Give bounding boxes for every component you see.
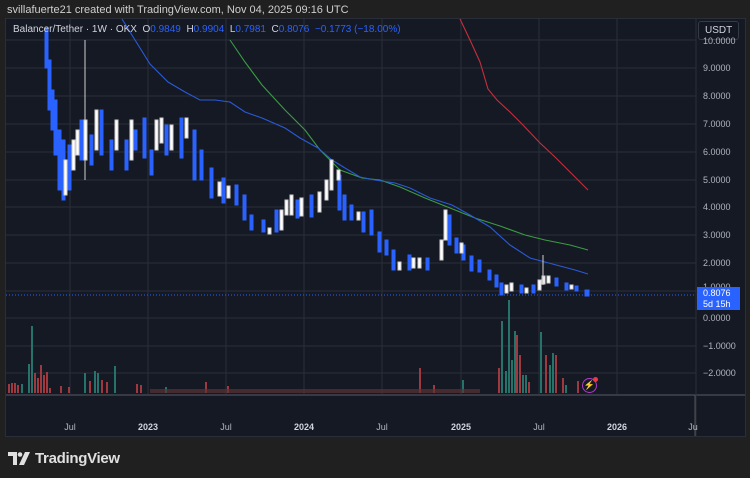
tv-logo-icon: [8, 452, 30, 465]
last-price-tag: 0.8076 5d 15h: [697, 287, 740, 310]
ma-blue-line: [121, 18, 589, 275]
price-tick: 3.0000: [703, 230, 731, 240]
bar-countdown: 5d 15h: [703, 299, 731, 309]
time-tick: Jul: [376, 422, 388, 432]
time-tick: Jul: [64, 422, 76, 432]
lightning-bolt-icon[interactable]: ⚡: [582, 377, 598, 393]
price-tick: −1.0000: [703, 341, 736, 351]
time-tick: 2024: [293, 422, 315, 432]
time-tick: 2023: [137, 422, 159, 432]
price-tick: 10.0000: [703, 36, 736, 46]
close-label: C: [271, 24, 279, 35]
time-tick: Jul: [533, 422, 545, 432]
high-label: H: [186, 24, 194, 35]
low-value: 0.7981: [235, 24, 266, 35]
price-tick: 0.0000: [703, 313, 731, 323]
ma-green-line: [229, 39, 589, 251]
chart-panel[interactable]: [5, 18, 746, 437]
chart-caption: svillafuerte21 created with TradingView.…: [7, 4, 349, 16]
change-value: −0.1773 (−18.00%): [314, 24, 401, 35]
symbol-legend[interactable]: Balancer/Tether · 1W · OKX O0.9849 H0.99…: [13, 24, 401, 35]
time-tick: 2025: [450, 422, 472, 432]
time-tick: Jul: [220, 422, 232, 432]
low-label: L: [229, 24, 236, 35]
price-tick: 5.0000: [703, 175, 731, 185]
price-tick: 2.0000: [703, 258, 731, 268]
volume-bars: [8, 300, 579, 393]
price-tick: 7.0000: [703, 119, 731, 129]
price-tick: 4.0000: [703, 202, 731, 212]
time-tick: 2026: [606, 422, 628, 432]
candlesticks: [44, 27, 590, 297]
price-tick: 6.0000: [703, 147, 731, 157]
open-label: O: [142, 24, 151, 35]
price-tick: 9.0000: [703, 63, 731, 73]
price-tick: −2.0000: [703, 368, 736, 378]
time-tick: Ju: [688, 422, 698, 432]
grid-lines: [6, 19, 696, 395]
high-value: 0.9904: [193, 24, 225, 35]
last-price-value: 0.8076: [703, 288, 731, 298]
currency-button[interactable]: USDT: [698, 21, 739, 40]
price-tick: 8.0000: [703, 91, 731, 101]
tradingview-logo: TradingView: [8, 450, 120, 467]
symbol-name[interactable]: Balancer/Tether · 1W · OKX: [13, 24, 137, 35]
open-value: 0.9849: [150, 24, 181, 35]
notification-dot: [593, 377, 598, 382]
brand-name: TradingView: [35, 450, 120, 467]
close-value: 0.8076: [278, 24, 310, 35]
ma-red-line: [459, 18, 589, 191]
